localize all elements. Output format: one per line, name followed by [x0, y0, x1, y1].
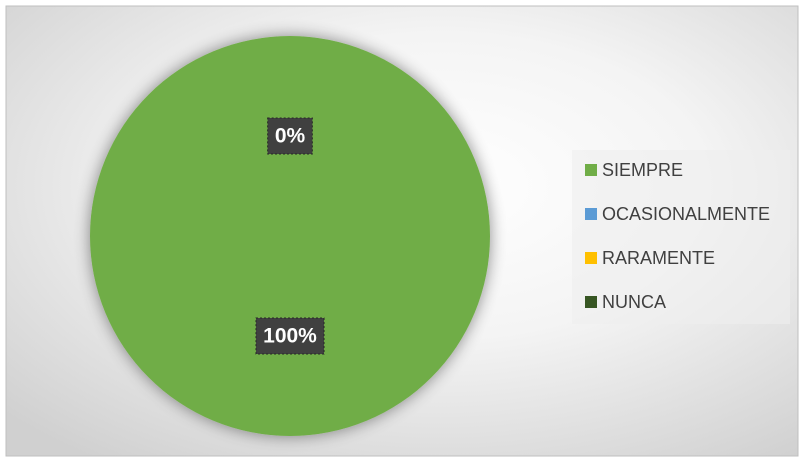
legend-label: NUNCA: [602, 292, 666, 312]
data-label-box: [255, 317, 325, 355]
legend-swatch: [585, 208, 597, 220]
legend-swatch: [585, 164, 597, 176]
pie: [90, 36, 490, 436]
legend-label: SIEMPRE: [602, 160, 683, 180]
legend-label: OCASIONALMENTE: [602, 204, 770, 224]
pie-slice: [90, 36, 490, 436]
data-label: 0%: [275, 125, 306, 148]
legend-swatch: [585, 296, 597, 308]
data-label-box: [267, 117, 313, 155]
legend-box: [572, 150, 790, 324]
data-label: 100%: [263, 325, 317, 348]
legend-label: RARAMENTE: [602, 248, 715, 268]
legend-swatch: [585, 252, 597, 264]
